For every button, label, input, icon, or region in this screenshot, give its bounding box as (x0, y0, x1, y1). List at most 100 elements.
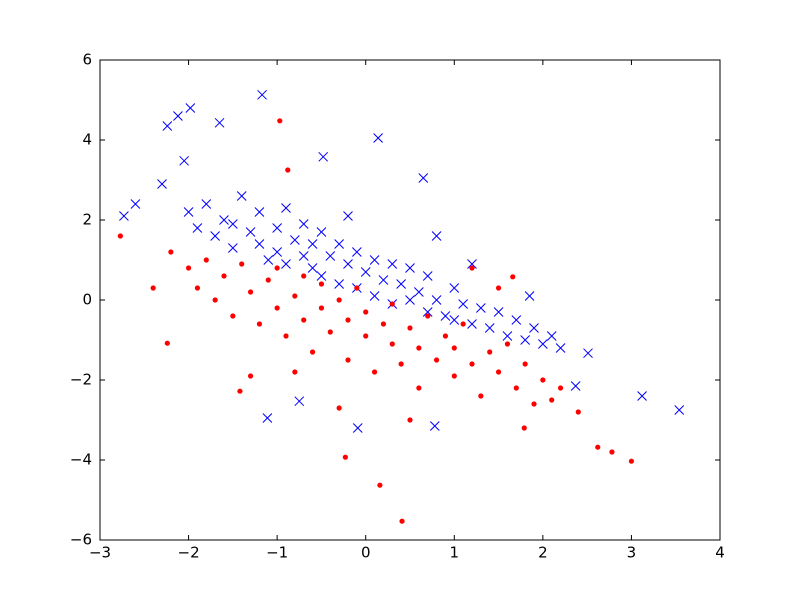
point (214, 117, 225, 128)
point (298, 251, 309, 261)
point (292, 369, 298, 375)
point (469, 265, 475, 271)
x-tick-label: 0 (361, 544, 371, 562)
point (316, 227, 327, 237)
point (272, 247, 282, 257)
point (416, 385, 422, 391)
y-tick-label: 6 (82, 51, 92, 69)
point (316, 271, 327, 281)
point (487, 349, 493, 355)
point (549, 397, 555, 403)
point (595, 444, 601, 450)
point (609, 449, 615, 455)
point (628, 458, 635, 464)
point (467, 259, 477, 269)
point (157, 179, 167, 189)
point (460, 321, 466, 327)
point (228, 219, 238, 229)
point (281, 203, 291, 213)
point (422, 271, 433, 281)
point (327, 329, 333, 335)
point (504, 341, 511, 347)
point (674, 405, 685, 415)
point (467, 319, 477, 329)
point (228, 243, 238, 253)
x-tick-label: 2 (538, 544, 548, 562)
point (449, 283, 460, 293)
x-tick-label: −2 (178, 544, 200, 562)
point (575, 409, 581, 415)
point (440, 311, 451, 321)
point (318, 305, 325, 311)
point (262, 413, 273, 423)
x-tick-label: 4 (715, 544, 725, 562)
point (369, 255, 380, 265)
point (407, 417, 413, 423)
x-tick-label: −3 (89, 544, 111, 562)
point (363, 333, 369, 339)
point (343, 211, 353, 221)
point (431, 295, 442, 305)
point (469, 361, 475, 367)
y-tick-label: 4 (82, 131, 92, 149)
point (369, 291, 380, 301)
point (203, 257, 209, 263)
point (484, 323, 495, 333)
point (277, 118, 283, 124)
y-tick-label: 2 (82, 211, 92, 229)
point (272, 223, 282, 233)
point (236, 191, 247, 201)
point (179, 155, 189, 166)
point (194, 285, 201, 291)
point (476, 303, 486, 313)
point (495, 369, 502, 375)
point (309, 349, 316, 355)
point (345, 357, 351, 363)
point (254, 207, 265, 217)
point (168, 249, 174, 255)
y-tick-label: −4 (70, 451, 92, 469)
point (570, 381, 581, 391)
point (274, 305, 280, 311)
point (212, 297, 218, 303)
point (318, 151, 329, 162)
point (301, 273, 307, 279)
point (398, 361, 404, 367)
point (513, 385, 519, 391)
point (425, 313, 431, 319)
point (378, 275, 389, 285)
point (502, 331, 513, 341)
point (495, 285, 502, 291)
point (429, 421, 440, 431)
point (117, 233, 123, 239)
point (422, 307, 433, 317)
point (150, 285, 156, 291)
point (263, 255, 274, 265)
point (298, 219, 309, 229)
point (301, 317, 307, 323)
x-tick-label: 1 (450, 544, 460, 562)
point (210, 231, 220, 241)
point (360, 267, 371, 277)
point (230, 313, 236, 319)
point (380, 321, 387, 327)
point (239, 261, 245, 267)
point (185, 265, 192, 271)
point (520, 335, 530, 345)
point (377, 482, 383, 488)
point (511, 315, 522, 325)
point (119, 211, 129, 221)
point (201, 199, 212, 209)
point (325, 251, 336, 261)
point (334, 279, 344, 289)
point (307, 263, 318, 273)
y-tick-label: −6 (70, 531, 92, 549)
point (254, 239, 265, 249)
point (510, 274, 516, 280)
point (290, 235, 300, 245)
point (164, 340, 170, 346)
y-tick-label: 0 (82, 291, 92, 309)
point (405, 295, 415, 305)
point (247, 289, 254, 295)
